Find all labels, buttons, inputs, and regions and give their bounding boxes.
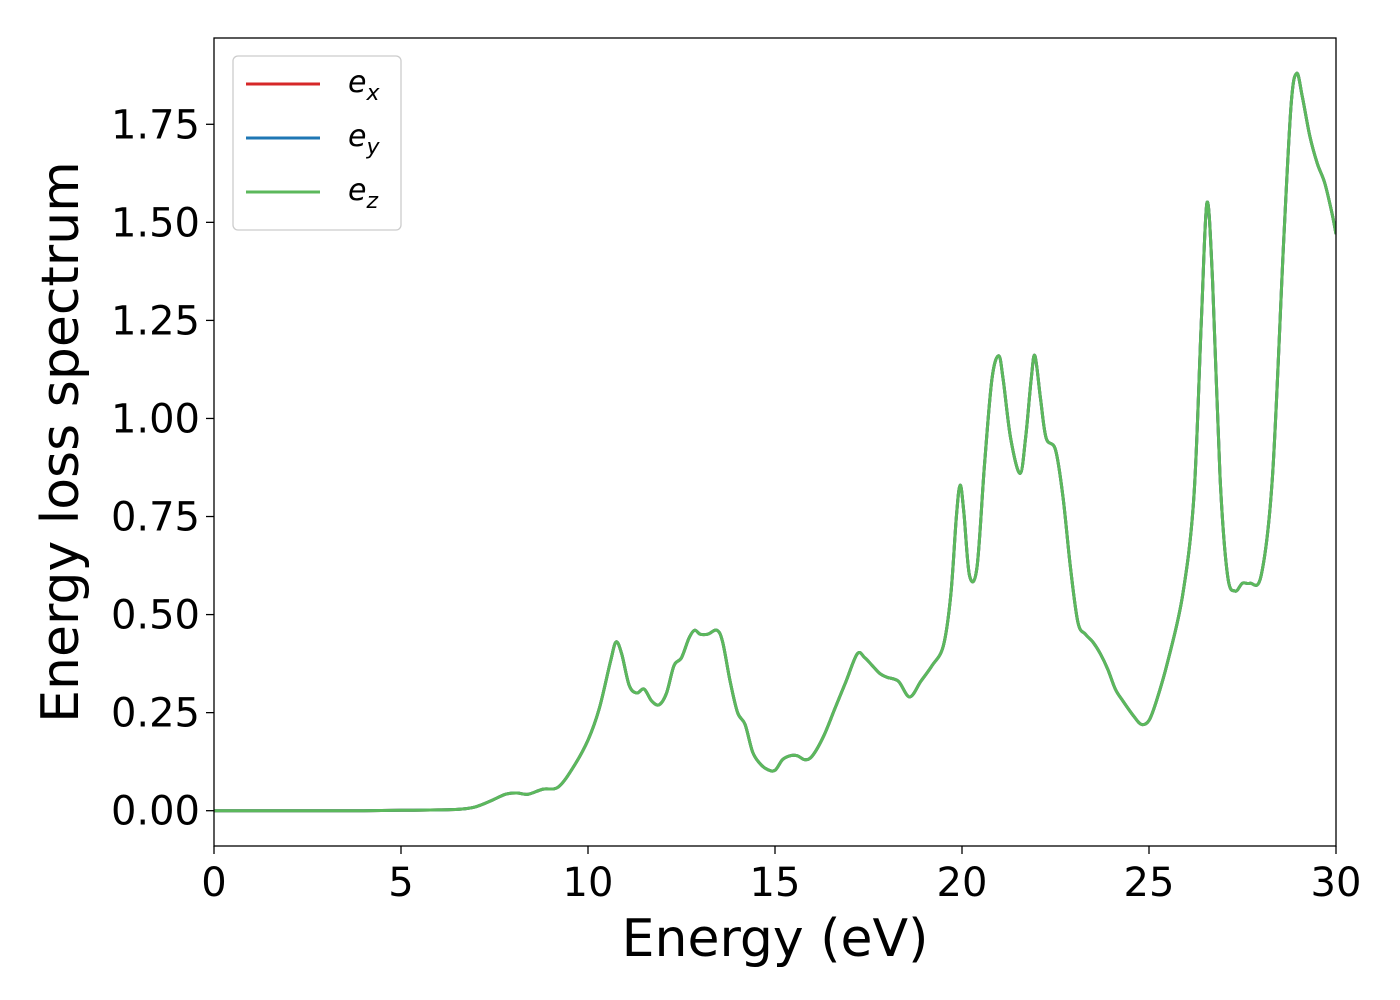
series-layer [214, 71, 1336, 813]
y-axis-ticks: 0.00 0.25 0.50 0.75 1.00 1.25 1.50 1.75 [111, 102, 214, 835]
x-tick-label: 10 [563, 860, 614, 906]
x-tick-label: 15 [750, 860, 801, 906]
y-tick-label: 1.75 [111, 102, 200, 148]
y-tick-label: 0.50 [111, 593, 200, 639]
series-line-e-z [214, 71, 1336, 813]
y-axis-label: Energy loss spectrum [31, 161, 91, 723]
y-tick-label: 0.25 [111, 691, 200, 737]
x-tick-label: 0 [201, 860, 226, 906]
y-tick-label: 1.00 [111, 396, 200, 442]
x-axis-label: Energy (eV) [622, 909, 929, 969]
legend-label-e-x: ex [348, 65, 380, 106]
x-tick-label: 5 [388, 860, 413, 906]
x-tick-label: 30 [1311, 860, 1362, 906]
y-tick-label: 0.75 [111, 495, 200, 541]
y-tick-label: 1.25 [111, 298, 200, 344]
legend: ex ey ez [232, 55, 402, 231]
x-tick-label: 20 [937, 860, 988, 906]
legend-label-e-z: ez [348, 173, 378, 214]
y-tick-label: 1.50 [111, 200, 200, 246]
y-tick-label: 0.00 [111, 789, 200, 835]
legend-label-e-y: ey [348, 119, 380, 160]
legend-box [232, 55, 402, 231]
x-tick-label: 25 [1124, 860, 1175, 906]
x-axis-ticks: 0 5 10 15 20 25 30 [201, 846, 1361, 906]
